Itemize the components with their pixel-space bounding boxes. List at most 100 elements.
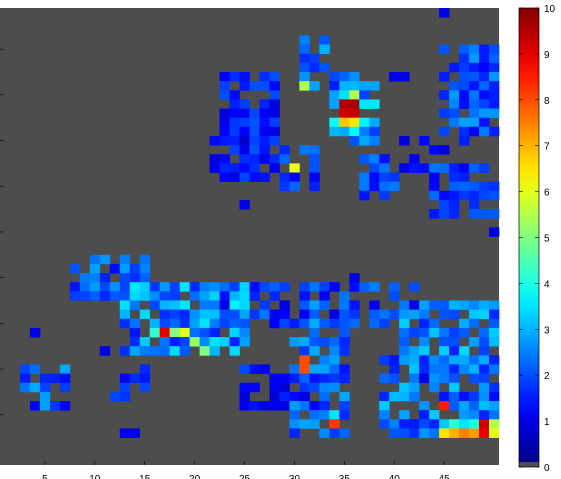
heatmap-cell [429, 181, 440, 192]
heatmap-cell [449, 391, 460, 402]
heatmap-cell [139, 263, 151, 274]
heatmap-cell [219, 282, 230, 292]
heatmap-cell [439, 309, 450, 320]
heatmap-cell [219, 90, 230, 100]
heatmap-cell [299, 401, 310, 411]
heatmap-cell [239, 199, 250, 210]
heatmap-cell [229, 90, 240, 100]
heatmap-cell [329, 346, 340, 356]
heatmap-cell [199, 282, 210, 292]
heatmap-cell [439, 199, 450, 210]
heatmap-cell [439, 145, 450, 155]
heatmap-cell [279, 318, 290, 329]
heatmap-cell [279, 300, 290, 310]
heatmap-cell [469, 99, 480, 109]
heatmap-cell [209, 309, 220, 320]
heatmap-cell [489, 90, 500, 100]
heatmap-cell [449, 309, 460, 320]
heatmap-cell [109, 282, 121, 292]
heatmap-cell [119, 273, 131, 283]
heatmap-cell [239, 81, 250, 91]
heatmap-cell [279, 391, 290, 402]
heatmap-cell [439, 190, 450, 201]
heatmap-cell [209, 337, 220, 347]
heatmap-cell [269, 291, 280, 301]
heatmap-cell [469, 190, 480, 201]
heatmap-cell [239, 391, 250, 402]
heatmap-cell [69, 263, 81, 274]
heatmap-cell [139, 254, 151, 265]
heatmap-cell [389, 291, 400, 301]
heatmap-cell [239, 291, 250, 301]
heatmap-cell [419, 318, 430, 329]
heatmap-cell [439, 364, 450, 374]
heatmap-cell [219, 172, 230, 183]
heatmap-cell [39, 401, 51, 411]
heatmap-cell [229, 291, 240, 301]
heatmap-cell [489, 300, 500, 310]
x-tick-label: 40 [389, 474, 401, 479]
heatmap-cell [139, 382, 151, 393]
heatmap-cell [279, 282, 290, 292]
heatmap-cell [329, 382, 340, 393]
heatmap-cell [189, 291, 200, 301]
heatmap-cell [239, 135, 250, 146]
heatmap-cell [429, 209, 440, 219]
heatmap-cell [329, 318, 340, 329]
heatmap-cell [289, 172, 300, 183]
colorbar-tick-label: 7 [544, 142, 550, 153]
heatmap-cell [249, 81, 260, 91]
heatmap-cell [389, 355, 400, 365]
heatmap-cell [199, 327, 210, 338]
heatmap-cell [79, 282, 91, 292]
heatmap-cell [179, 282, 190, 292]
heatmap-cell [469, 53, 480, 64]
heatmap-cell [449, 300, 460, 310]
heatmap-cell [279, 172, 290, 183]
heatmap-cell [99, 291, 111, 301]
heatmap-cell [459, 181, 470, 192]
heatmap-cell [229, 126, 240, 137]
heatmap-cell [339, 126, 350, 137]
colorbar-tick-label: 3 [544, 325, 550, 336]
heatmap-cell [219, 108, 230, 119]
heatmap-cell [59, 382, 71, 393]
heatmap-cell [299, 346, 310, 356]
heatmap-cell [399, 346, 410, 356]
heatmap-cell [209, 163, 220, 173]
heatmap-cell [39, 373, 51, 384]
heatmap-cell [409, 364, 420, 374]
heatmap-cell [439, 108, 450, 119]
heatmap-cell [369, 135, 380, 146]
heatmap-cell [379, 163, 390, 173]
colorbar-tick-label: 5 [544, 234, 550, 245]
heatmap-cell [469, 355, 480, 365]
heatmap-cell [299, 309, 310, 320]
heatmap-cell [289, 181, 300, 192]
heatmap-cell [249, 172, 260, 183]
heatmap-cell [379, 172, 390, 183]
heatmap-cell [469, 108, 480, 119]
heatmap-cell [299, 300, 310, 310]
heatmap-cell [259, 172, 270, 183]
heatmap-cell [349, 90, 360, 100]
heatmap-cell [229, 346, 240, 356]
heatmap-cell [329, 99, 340, 109]
heatmap-cell [459, 318, 470, 329]
heatmap-cell [379, 419, 390, 429]
heatmap-cell [149, 346, 161, 356]
heatmap-cell [119, 263, 131, 274]
heatmap-cell [39, 391, 51, 402]
heatmap-cell [379, 401, 390, 411]
heatmap-cell [199, 318, 210, 329]
heatmap-cell [369, 318, 380, 329]
heatmap-cell [469, 410, 480, 420]
heatmap-cell [159, 346, 171, 356]
heatmap-cell [169, 318, 180, 329]
heatmap-cell [479, 190, 490, 201]
heatmap-cell [479, 71, 490, 82]
heatmap-cell [149, 318, 161, 329]
heatmap-cell [229, 163, 240, 173]
heatmap-cell [479, 181, 490, 192]
heatmap-cell [239, 108, 250, 119]
